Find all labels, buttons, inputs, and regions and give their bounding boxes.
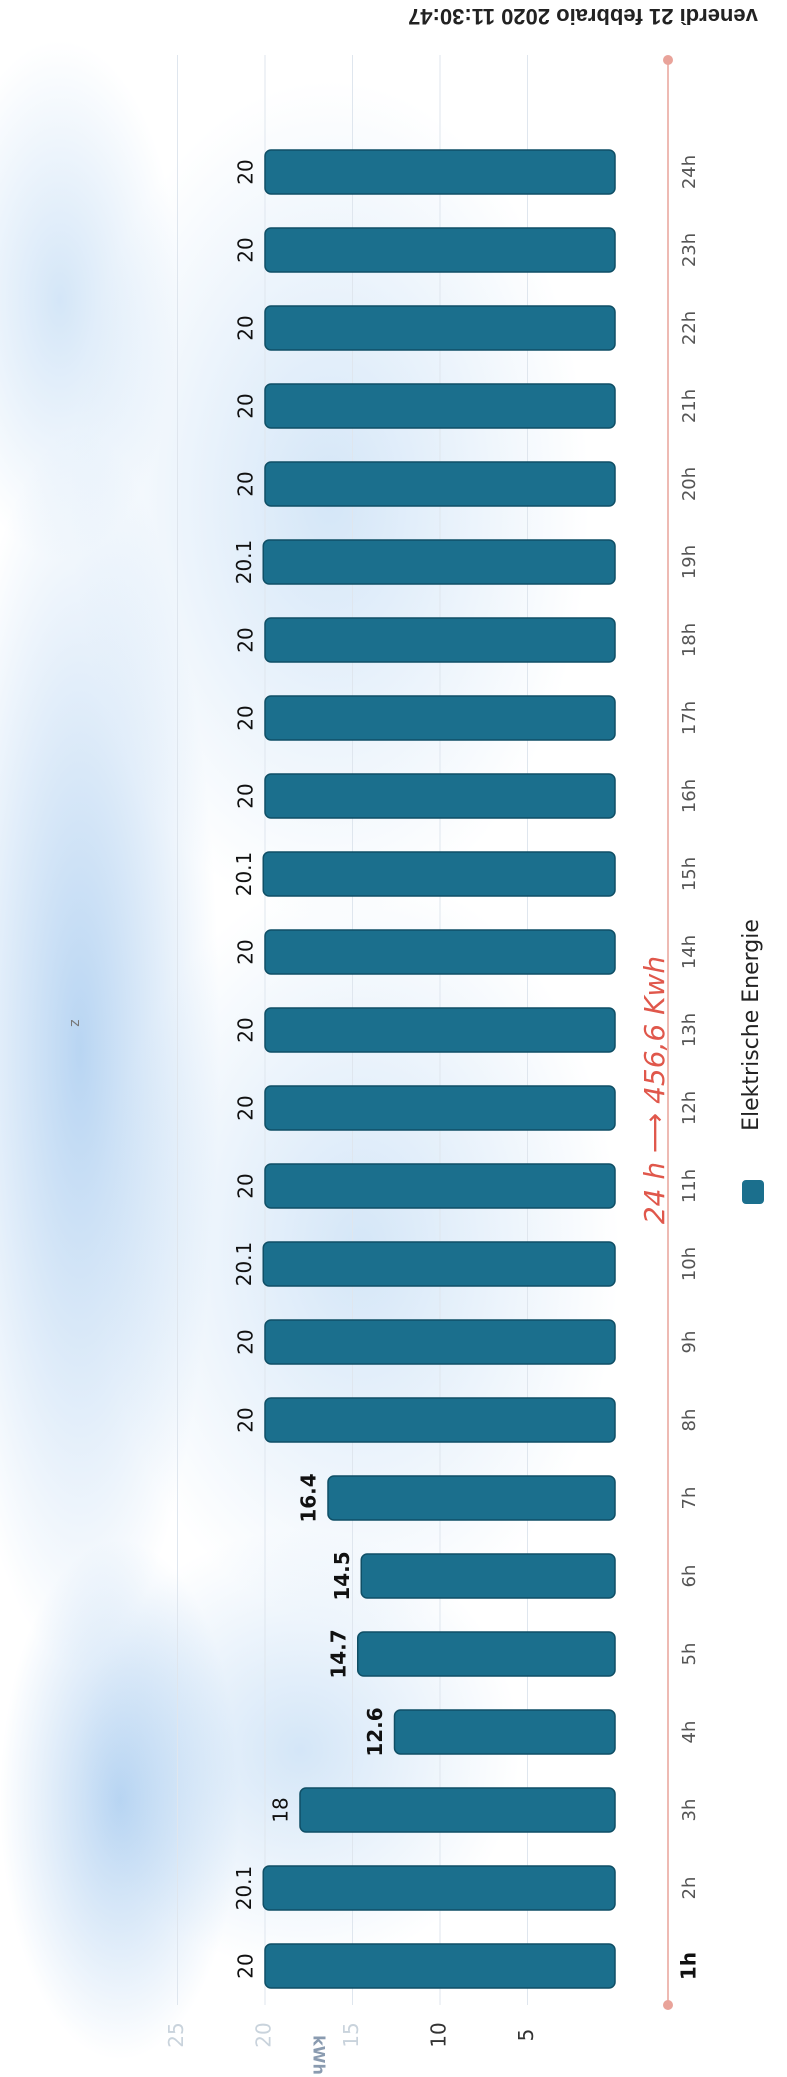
- category-tick-10h: 10h: [679, 1247, 700, 1281]
- category-tick-20h: 20h: [679, 467, 700, 501]
- axis-end-dot-bottom: [663, 2000, 673, 2010]
- category-tick-18h: 18h: [679, 623, 700, 657]
- value-tick-labels: 5 10 15 20 25: [164, 2022, 538, 2047]
- bar-6h: [360, 1553, 616, 1599]
- bar-value-label-19h: 20.1: [232, 540, 256, 585]
- bar-13h: [264, 1007, 616, 1053]
- axis-end-dot-top: [663, 55, 673, 65]
- category-tick-21h: 21h: [679, 389, 700, 423]
- bar-16h: [264, 773, 616, 819]
- bar-24h: [264, 149, 616, 195]
- category-tick-7h: 7h: [679, 1487, 700, 1510]
- bar-value-label-5h: 14.7: [326, 1629, 350, 1678]
- category-tick-19h: 19h: [679, 545, 700, 579]
- value-tick-25: 25: [164, 2022, 188, 2047]
- category-axis: [663, 55, 673, 2010]
- bar-value-label-10h: 20.1: [232, 1242, 256, 1287]
- bar-value-label-22h: 20: [234, 315, 258, 340]
- category-tick-22h: 22h: [679, 311, 700, 345]
- bar-value-label-20h: 20: [234, 471, 258, 496]
- category-tick-16h: 16h: [679, 779, 700, 813]
- bar-value-label-4h: 12.6: [363, 1707, 387, 1756]
- category-tick-23h: 23h: [679, 233, 700, 267]
- bar-9h: [264, 1319, 616, 1365]
- bar-value-label-17h: 20: [234, 705, 258, 730]
- bar-10h: [262, 1241, 616, 1287]
- bar-23h: [264, 227, 616, 273]
- bar-8h: [264, 1397, 616, 1443]
- bar-value-label-24h: 20: [234, 159, 258, 184]
- category-tick-6h: 6h: [679, 1565, 700, 1588]
- value-tick-10: 10: [427, 2022, 451, 2047]
- bar-value-label-7h: 16.4: [297, 1473, 321, 1522]
- bar-21h: [264, 383, 616, 429]
- bar-value-label-9h: 20: [234, 1329, 258, 1354]
- bar-7h: [327, 1475, 616, 1521]
- value-tick-5: 5: [514, 2029, 538, 2042]
- bar-value-label-16h: 20: [234, 783, 258, 808]
- stray-mark: z: [67, 1019, 83, 1026]
- bar-value-label-15h: 20.1: [232, 852, 256, 897]
- bar-value-label-3h: 18: [269, 1797, 293, 1822]
- bar-value-label-13h: 20: [234, 1017, 258, 1042]
- category-tick-2h: 2h: [679, 1877, 700, 1900]
- category-tick-24h: 24h: [679, 155, 700, 189]
- category-tick-12h: 12h: [679, 1091, 700, 1125]
- bar-17h: [264, 695, 616, 741]
- bar-value-label-23h: 20: [234, 237, 258, 262]
- value-axis-title: kWh: [310, 2035, 329, 2075]
- bar-3h: [299, 1787, 616, 1833]
- category-tick-4h: 4h: [679, 1721, 700, 1744]
- category-tick-13h: 13h: [679, 1013, 700, 1047]
- category-tick-14h: 14h: [679, 935, 700, 969]
- bar-20h: [264, 461, 616, 507]
- total-annotation: 24 h ⟶ 456,6 Kwh: [638, 956, 671, 1224]
- bar-value-label-1h: 20: [234, 1953, 258, 1978]
- category-tick-15h: 15h: [679, 857, 700, 891]
- legend-label: Elektrische Energie: [739, 919, 764, 1131]
- bar-value-labels: 20 20.1 18 12.6 14.7 14.5 16.4 20 20 20.1 20 20 20 20…: [232, 159, 387, 1978]
- category-tick-3h: 3h: [679, 1799, 700, 1822]
- bar-12h: [264, 1085, 616, 1131]
- category-tick-11h: 11h: [679, 1169, 700, 1203]
- timestamp: venerdì 21 febbraio 2020 11:30:47: [408, 4, 758, 29]
- legend-swatch: [742, 1180, 764, 1204]
- bar-value-label-14h: 20: [234, 939, 258, 964]
- legend: Elektrische Energie: [739, 919, 764, 1204]
- bar-1h: [264, 1943, 616, 1989]
- category-tick-17h: 17h: [679, 701, 700, 735]
- bar-5h: [357, 1631, 616, 1677]
- bar-11h: [264, 1163, 616, 1209]
- bar-19h: [262, 539, 616, 585]
- bar-value-label-12h: 20: [234, 1095, 258, 1120]
- bar-2h: [262, 1865, 616, 1911]
- bars: [262, 149, 616, 1989]
- value-tick-15: 15: [339, 2022, 363, 2047]
- bar-value-label-2h: 20.1: [232, 1866, 256, 1911]
- category-tick-5h: 5h: [679, 1643, 700, 1666]
- category-tick-9h: 9h: [679, 1331, 700, 1354]
- bar-value-label-18h: 20: [234, 627, 258, 652]
- bar-22h: [264, 305, 616, 351]
- bar-value-label-8h: 20: [234, 1407, 258, 1432]
- bar-value-label-21h: 20: [234, 393, 258, 418]
- category-tick-1h: 1h: [677, 1952, 701, 1980]
- bar-14h: [264, 929, 616, 975]
- value-tick-20: 20: [252, 2022, 276, 2047]
- bar-4h: [393, 1709, 616, 1755]
- category-tick-labels: 1h 2h 3h 4h 5h 6h 7h 8h 9h 10h 11h 12h 13h 14h 15h 16h 1…: [677, 155, 701, 1980]
- category-tick-8h: 8h: [679, 1409, 700, 1432]
- bar-value-label-6h: 14.5: [330, 1551, 354, 1600]
- bar-15h: [262, 851, 616, 897]
- bar-value-label-11h: 20: [234, 1173, 258, 1198]
- bar-18h: [264, 617, 616, 663]
